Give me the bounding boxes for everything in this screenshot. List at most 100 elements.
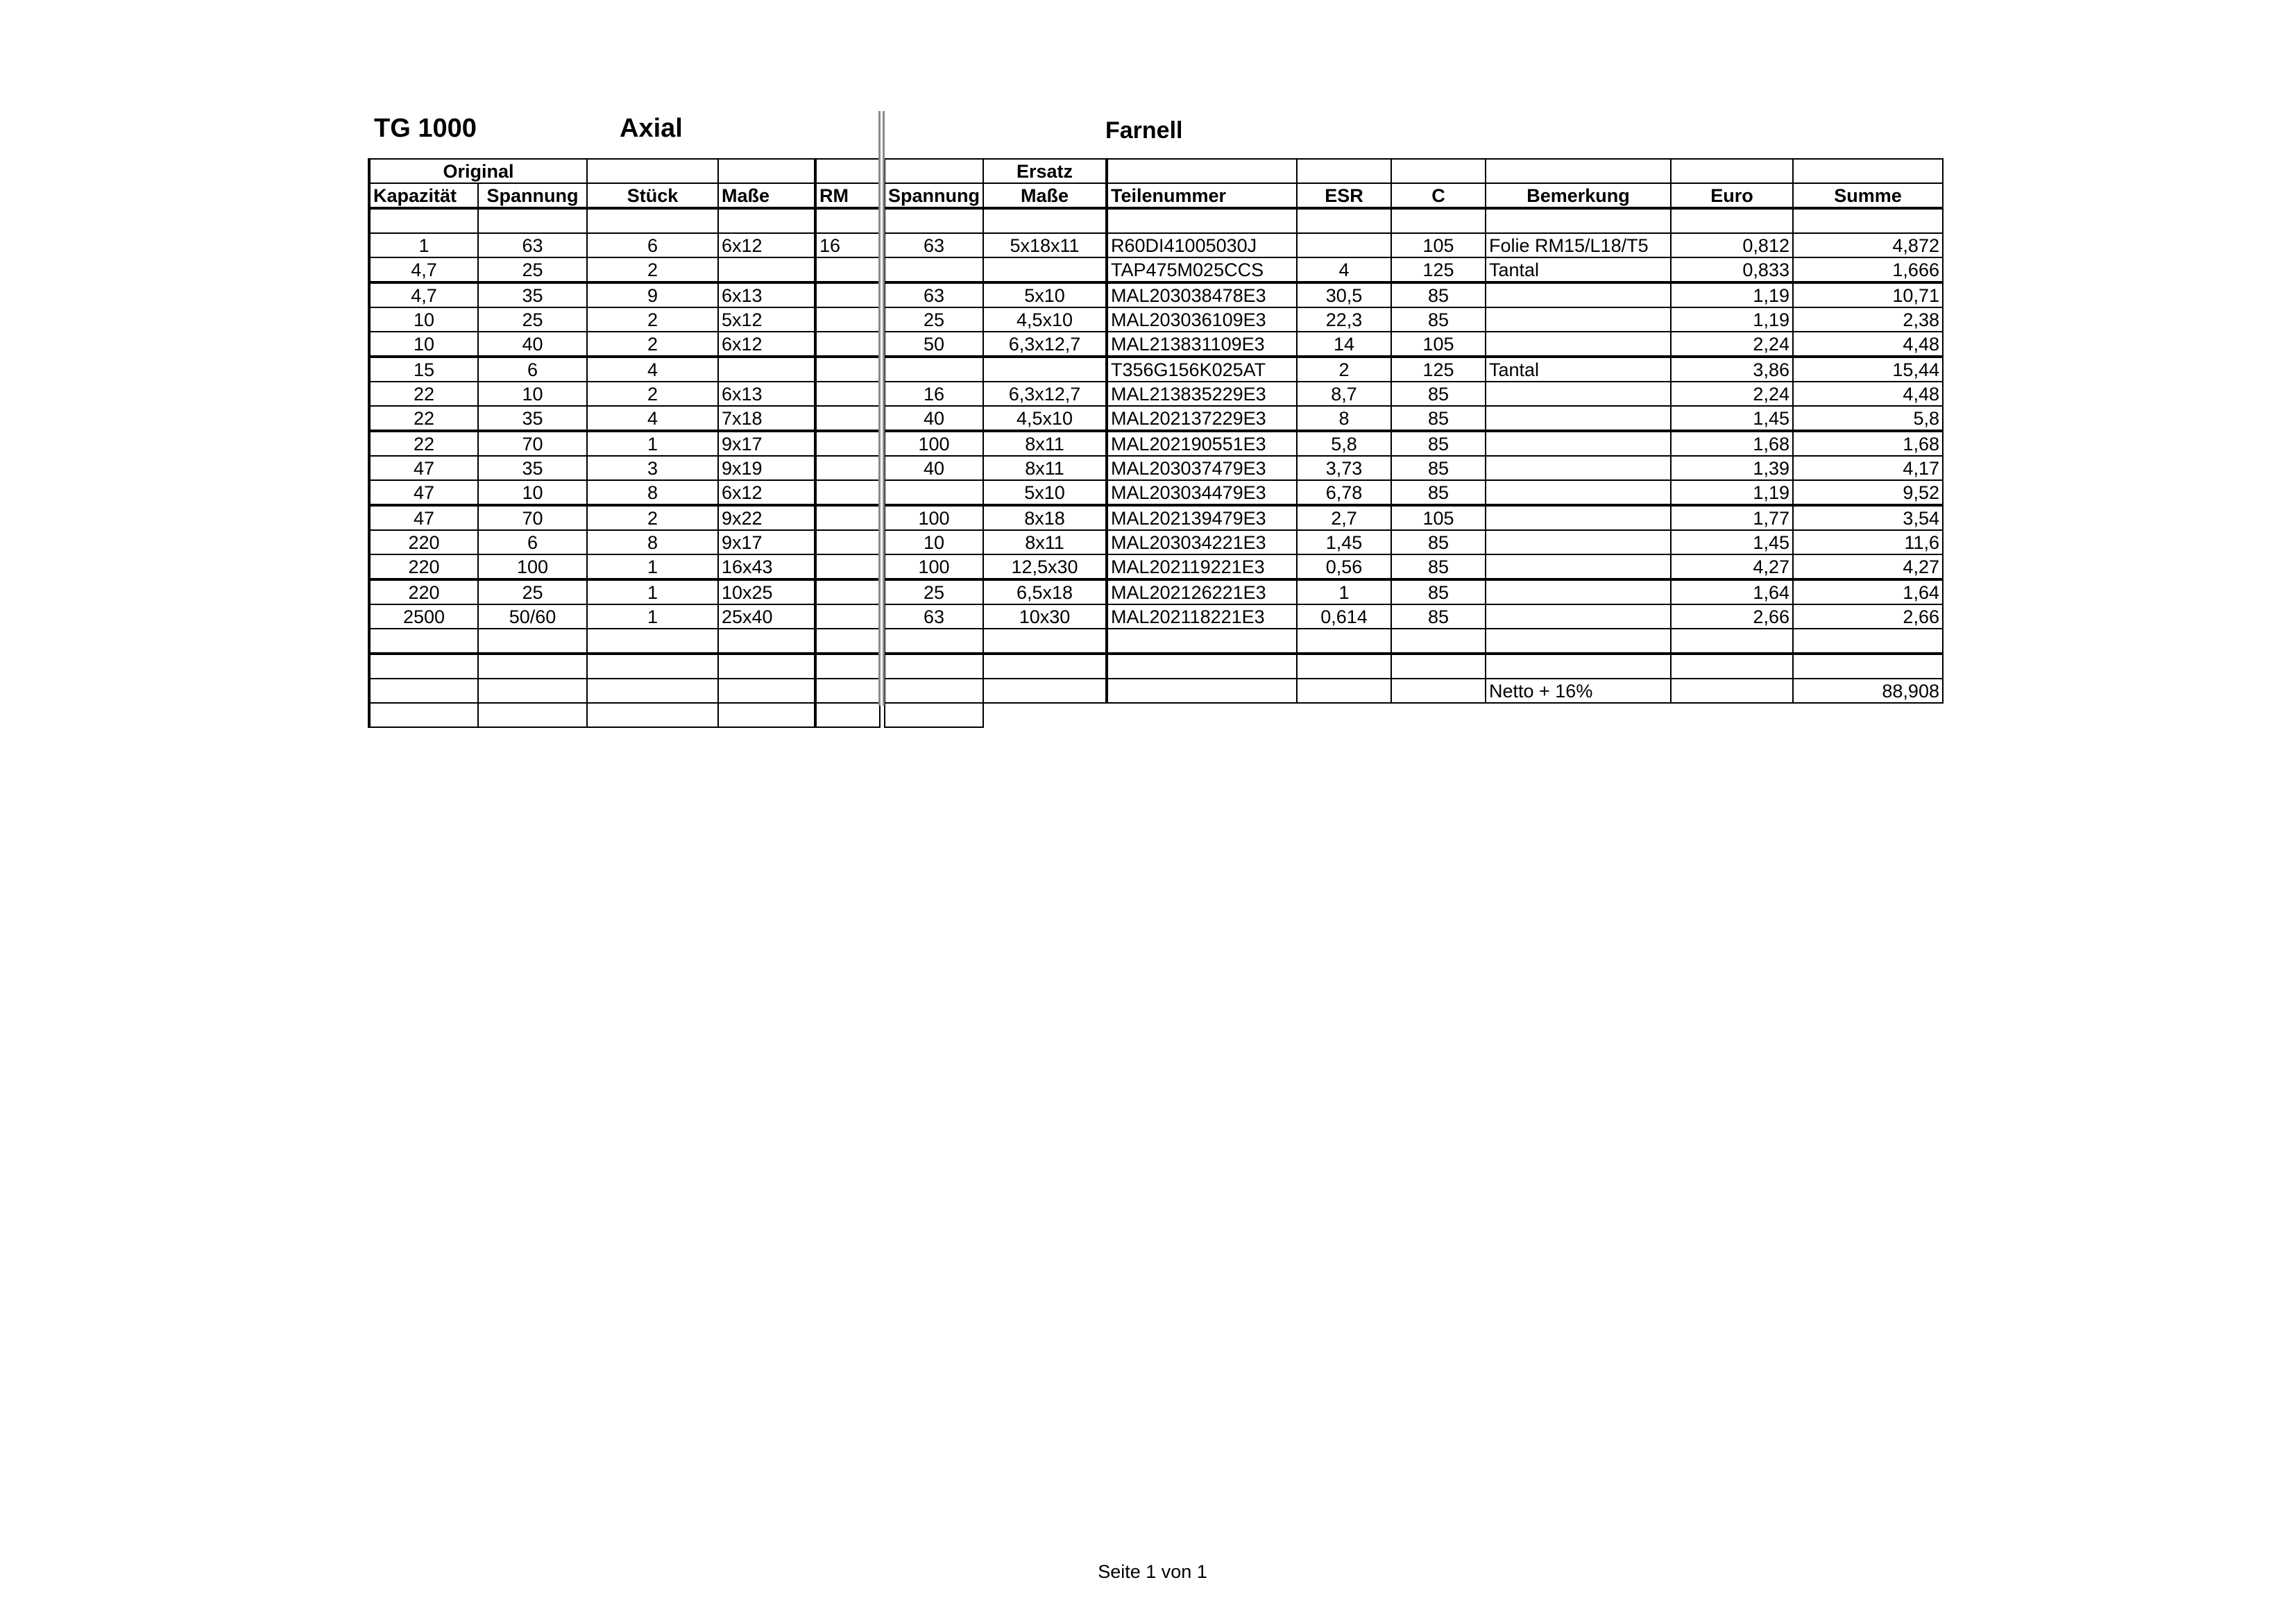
capacitor-table: Original Ersatz Kapazität Spannung Stück Ma… bbox=[368, 158, 1944, 728]
table-cell bbox=[814, 604, 881, 629]
empty-cell bbox=[983, 703, 1107, 727]
table-cell: 40 bbox=[477, 331, 588, 358]
table-cell: 85 bbox=[1390, 479, 1486, 507]
empty-row bbox=[368, 702, 1943, 728]
table-cell: 2,7 bbox=[1295, 504, 1392, 531]
empty-cell bbox=[884, 628, 984, 655]
table-cell: 4,872 bbox=[1792, 232, 1944, 258]
empty-cell bbox=[1390, 628, 1486, 655]
empty-cell bbox=[1484, 207, 1672, 234]
empty-cell bbox=[368, 207, 479, 234]
table-cell: 40 bbox=[884, 455, 984, 481]
table-cell bbox=[1484, 529, 1672, 555]
table-cell: 22 bbox=[368, 430, 479, 457]
table-row: 47 35 3 9x19 40 8x11 MAL203037479E3 3,73 85 1,39 4… bbox=[368, 455, 1944, 481]
table-cell: 10 bbox=[477, 479, 588, 507]
table-cell bbox=[814, 307, 881, 332]
empty-cell bbox=[1295, 678, 1392, 704]
table-cell bbox=[1484, 430, 1672, 457]
table-cell: 4 bbox=[1295, 257, 1392, 284]
table-cell: 1,64 bbox=[1669, 579, 1794, 605]
model-title: TG 1000 bbox=[374, 114, 477, 143]
table-cell: 10x25 bbox=[717, 579, 816, 605]
table-cell: 0,812 bbox=[1669, 232, 1794, 258]
table-cell: 4,48 bbox=[1792, 331, 1944, 358]
table-cell: MAL202139479E3 bbox=[1105, 504, 1298, 531]
table-cell bbox=[814, 529, 881, 555]
table-cell bbox=[717, 257, 816, 284]
table-cell: 85 bbox=[1390, 405, 1486, 432]
table-cell: 2 bbox=[586, 307, 719, 332]
table-cell: 0,56 bbox=[1295, 554, 1392, 581]
table-cell: 47 bbox=[368, 504, 479, 531]
table-cell: 70 bbox=[477, 504, 588, 531]
table-cell: 3,73 bbox=[1295, 455, 1392, 481]
table-cell: 47 bbox=[368, 455, 479, 481]
table-cell: 1,19 bbox=[1669, 479, 1794, 507]
table-row: 220 100 1 16x43 100 12,5x30 MAL202119221E3 0,56… bbox=[368, 554, 1944, 581]
table-cell: 1 bbox=[1295, 579, 1392, 605]
table-cell bbox=[814, 331, 881, 358]
column-header: Maße bbox=[982, 182, 1107, 210]
table-cell bbox=[814, 455, 881, 481]
table-cell: 1,68 bbox=[1792, 430, 1944, 457]
table-cell: 85 bbox=[1390, 282, 1486, 308]
table-cell: Tantal bbox=[1484, 257, 1672, 284]
table-cell: 11,6 bbox=[1792, 529, 1944, 555]
table-cell: 2,24 bbox=[1669, 331, 1794, 358]
empty-cell bbox=[586, 207, 719, 234]
empty-cell bbox=[1792, 653, 1944, 679]
table-cell: 50/60 bbox=[477, 604, 588, 629]
table-row: 220 25 1 10x25 25 6,5x18 MAL202126221E3 1 85 1,64… bbox=[368, 579, 1944, 605]
table-cell: 2500 bbox=[368, 604, 479, 629]
empty-cell bbox=[1295, 628, 1392, 655]
table-cell: 4,5x10 bbox=[982, 405, 1107, 432]
table-cell: 100 bbox=[884, 430, 984, 457]
table-cell: TAP475M025CCS bbox=[1105, 257, 1298, 284]
column-header: C bbox=[1390, 182, 1486, 210]
table-cell: 4,17 bbox=[1792, 455, 1944, 481]
table-cell: 5,8 bbox=[1295, 430, 1392, 457]
table-cell: 25 bbox=[477, 257, 588, 284]
table-cell: 125 bbox=[1390, 257, 1486, 284]
table-cell: 1 bbox=[586, 430, 719, 457]
table-cell bbox=[884, 479, 984, 507]
table-cell: 8 bbox=[1295, 405, 1392, 432]
table-row: 22 70 1 9x17 100 8x11 MAL202190551E3 5,8 85 1,68 1… bbox=[368, 430, 1944, 457]
empty-row bbox=[368, 653, 1944, 679]
table-cell: 9x19 bbox=[717, 455, 816, 481]
empty-cell bbox=[368, 702, 479, 728]
table-cell: 2,66 bbox=[1792, 604, 1944, 629]
table-cell: 0,614 bbox=[1295, 604, 1392, 629]
table-cell: MAL202190551E3 bbox=[1105, 430, 1298, 457]
table-cell: 16x43 bbox=[717, 554, 816, 581]
table-cell: 47 bbox=[368, 479, 479, 507]
empty-cell bbox=[477, 653, 588, 679]
table-cell: 6,3x12,7 bbox=[982, 381, 1107, 407]
table-cell: 1 bbox=[586, 604, 719, 629]
column-header: Summe bbox=[1792, 182, 1944, 210]
empty-cell bbox=[982, 207, 1107, 234]
empty-cell bbox=[982, 678, 1107, 704]
table-row: 47 10 8 6x12 5x10 MAL203034479E3 6,78 85 1,19 9,5… bbox=[368, 479, 1944, 507]
table-cell: 4,27 bbox=[1669, 554, 1794, 581]
empty-row bbox=[368, 207, 1944, 234]
table-cell: 1,19 bbox=[1669, 307, 1794, 332]
table-cell: 1,68 bbox=[1669, 430, 1794, 457]
table-cell: 5x12 bbox=[717, 307, 816, 332]
column-header: Bemerkung bbox=[1484, 182, 1672, 210]
empty-row bbox=[368, 628, 1944, 655]
table-cell bbox=[814, 579, 881, 605]
empty-cell bbox=[368, 628, 479, 655]
table-cell bbox=[814, 257, 881, 284]
table-cell: MAL202137229E3 bbox=[1105, 405, 1298, 432]
table-cell: 22,3 bbox=[1295, 307, 1392, 332]
table-cell: 3,54 bbox=[1792, 504, 1944, 531]
empty-cell bbox=[1295, 653, 1392, 679]
table-cell: 6 bbox=[586, 232, 719, 258]
empty-cell bbox=[814, 653, 881, 679]
empty-cell bbox=[1390, 678, 1486, 704]
column-header: Teilenummer bbox=[1105, 182, 1298, 210]
table-cell: 7x18 bbox=[717, 405, 816, 432]
table-cell: 8 bbox=[586, 479, 719, 507]
